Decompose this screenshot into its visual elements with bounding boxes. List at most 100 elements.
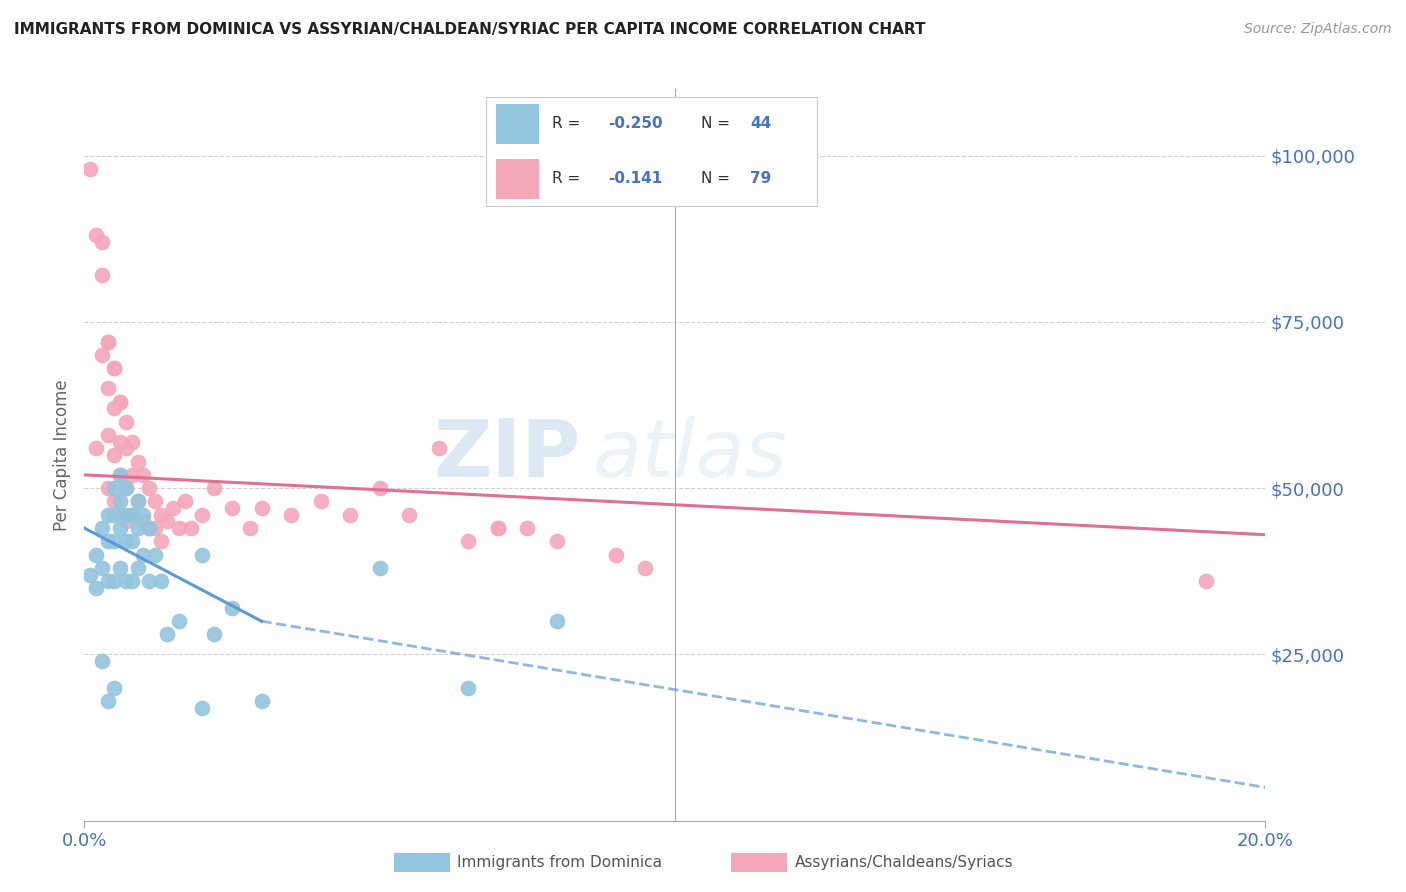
Text: Assyrians/Chaldeans/Syriacs: Assyrians/Chaldeans/Syriacs	[794, 855, 1012, 870]
Point	[108, 494, 131, 508]
Point	[97, 508, 120, 522]
Point	[121, 508, 143, 522]
Point	[280, 508, 302, 522]
Point	[309, 494, 332, 508]
Text: Source: ZipAtlas.com: Source: ZipAtlas.com	[1244, 22, 1392, 37]
Point	[1195, 574, 1218, 589]
Point	[127, 454, 149, 468]
Point	[132, 515, 155, 529]
Point	[457, 534, 479, 549]
Point	[114, 574, 136, 589]
Point	[91, 268, 114, 283]
Point	[132, 508, 155, 522]
Point	[368, 481, 391, 495]
Y-axis label: Per Capita Income: Per Capita Income	[53, 379, 72, 531]
Point	[114, 515, 136, 529]
Point	[167, 614, 190, 628]
Point	[143, 521, 166, 535]
Point	[132, 467, 155, 482]
Point	[156, 627, 179, 641]
Point	[103, 534, 125, 549]
Point	[127, 494, 149, 508]
Point	[250, 501, 273, 516]
Point	[114, 442, 136, 456]
Point	[457, 681, 479, 695]
Point	[167, 521, 190, 535]
Point	[138, 574, 160, 589]
Point	[91, 348, 114, 362]
Point	[97, 428, 120, 442]
Point	[221, 501, 243, 516]
Point	[108, 394, 131, 409]
Point	[138, 481, 160, 495]
Point	[398, 508, 420, 522]
Point	[97, 694, 120, 708]
Point	[97, 381, 120, 395]
Point	[180, 521, 202, 535]
Point	[143, 494, 166, 508]
Point	[97, 334, 120, 349]
Point	[127, 494, 149, 508]
Point	[97, 334, 120, 349]
Point	[132, 548, 155, 562]
Point	[605, 548, 627, 562]
Point	[97, 534, 120, 549]
Point	[127, 561, 149, 575]
Point	[162, 501, 184, 516]
Point	[221, 600, 243, 615]
Point	[516, 521, 538, 535]
Point	[634, 561, 657, 575]
Point	[84, 442, 107, 456]
Point	[239, 521, 262, 535]
Point	[546, 534, 568, 549]
Point	[114, 481, 136, 495]
Point	[108, 521, 131, 535]
Point	[486, 521, 509, 535]
Point	[114, 415, 136, 429]
Point	[121, 508, 143, 522]
Point	[91, 654, 114, 668]
Point	[202, 481, 225, 495]
Text: ZIP: ZIP	[433, 416, 581, 494]
Point	[138, 521, 160, 535]
Point	[108, 467, 131, 482]
Point	[108, 394, 131, 409]
Point	[250, 694, 273, 708]
Point	[84, 581, 107, 595]
Point	[91, 521, 114, 535]
Point	[202, 627, 225, 641]
Point	[103, 681, 125, 695]
Point	[103, 401, 125, 416]
Point	[114, 508, 136, 522]
Point	[143, 548, 166, 562]
Point	[103, 448, 125, 462]
Point	[173, 494, 195, 508]
Point	[191, 700, 214, 714]
Point	[108, 508, 131, 522]
Point	[108, 434, 131, 449]
Point	[79, 161, 101, 176]
Point	[114, 534, 136, 549]
Point	[150, 534, 173, 549]
Point	[103, 361, 125, 376]
Point	[427, 442, 450, 456]
Text: atlas: atlas	[592, 416, 787, 494]
Point	[79, 567, 101, 582]
Point	[91, 561, 114, 575]
Point	[97, 481, 120, 495]
Text: Immigrants from Dominica: Immigrants from Dominica	[457, 855, 662, 870]
Text: IMMIGRANTS FROM DOMINICA VS ASSYRIAN/CHALDEAN/SYRIAC PER CAPITA INCOME CORRELATI: IMMIGRANTS FROM DOMINICA VS ASSYRIAN/CHA…	[14, 22, 925, 37]
Point	[121, 534, 143, 549]
Point	[156, 515, 179, 529]
Point	[103, 574, 125, 589]
Point	[84, 228, 107, 243]
Point	[368, 561, 391, 575]
Point	[486, 521, 509, 535]
Point	[191, 548, 214, 562]
Point	[91, 235, 114, 249]
Point	[339, 508, 361, 522]
Point	[121, 434, 143, 449]
Point	[103, 481, 125, 495]
Point	[103, 508, 125, 522]
Point	[121, 467, 143, 482]
